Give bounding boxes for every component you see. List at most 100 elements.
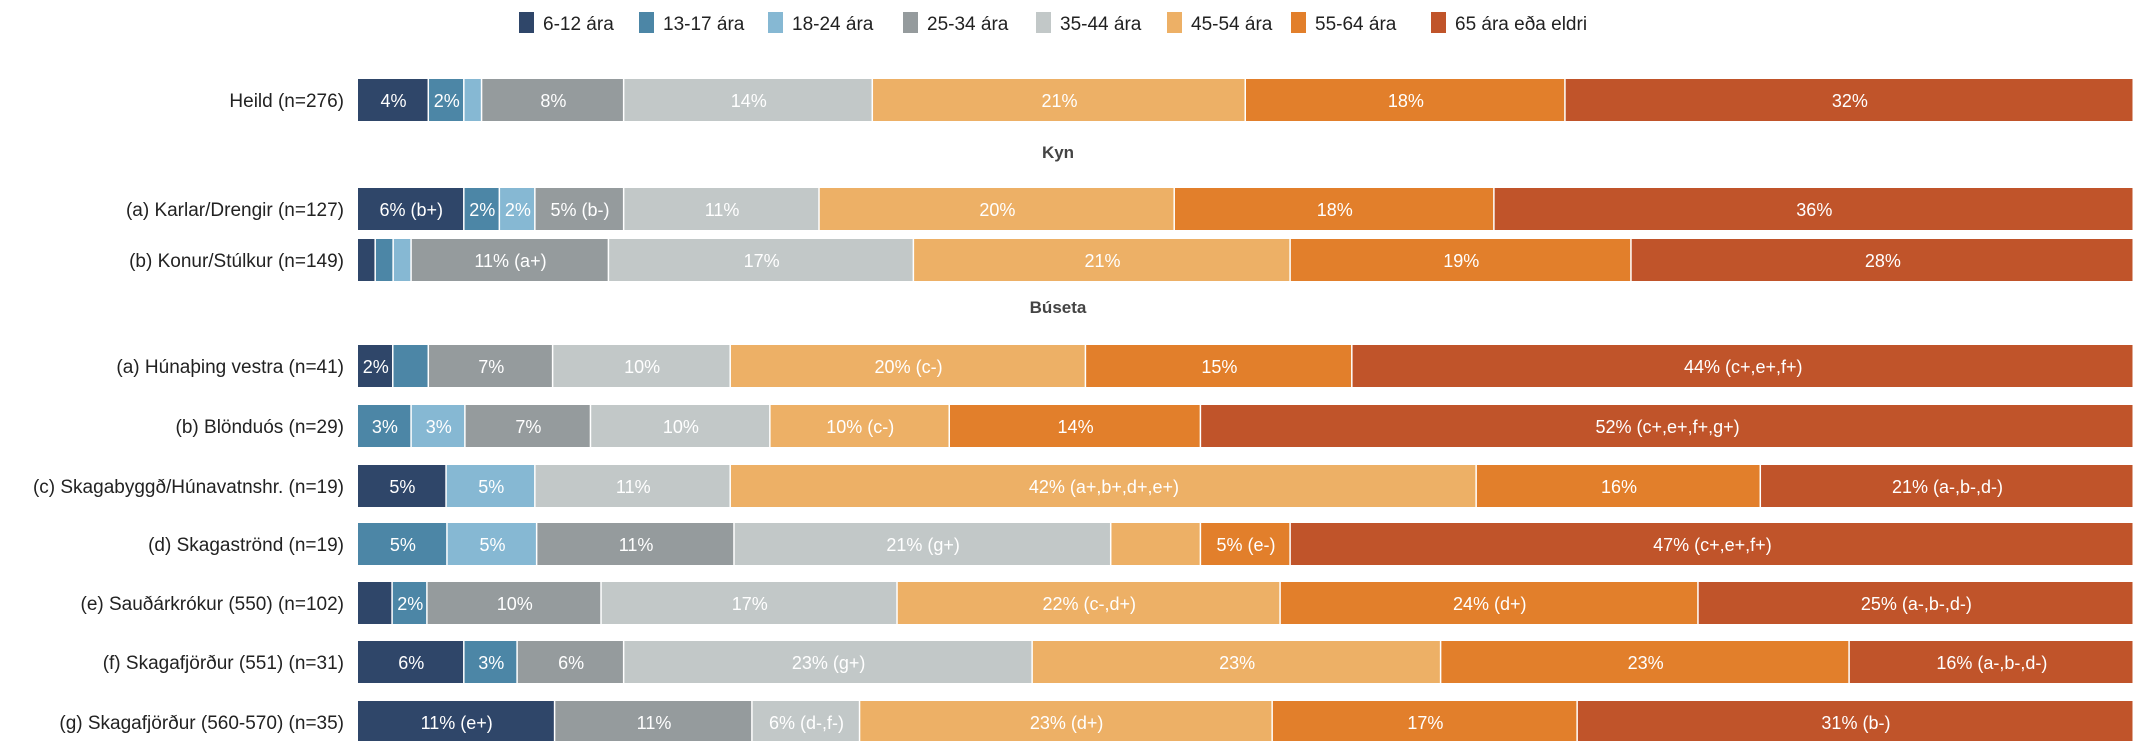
bar-segment xyxy=(1272,701,1577,741)
bar-row: (e) Sauðárkrókur (550) (n=102) 2% 10% 17% 22… xyxy=(81,582,2133,624)
row-label: Heild (n=276) xyxy=(229,91,344,112)
data-label: 17% xyxy=(732,594,768,614)
bar-segment xyxy=(1441,641,1849,683)
data-label: 10% xyxy=(663,417,699,437)
legend-swatch xyxy=(1167,12,1182,33)
data-label: 2% xyxy=(469,200,495,220)
data-label: 16% (a-,b-,d-) xyxy=(1936,653,2047,673)
data-label: 52% (c+,e+,f+,g+) xyxy=(1596,417,1740,437)
bar-segment xyxy=(860,701,1272,741)
bar-segment xyxy=(1476,465,1760,507)
bar-segment xyxy=(553,345,730,387)
data-label: 20% (c-) xyxy=(875,357,943,377)
row-label: (c) Skagabyggð/Húnavatnshr. (n=19) xyxy=(33,477,344,498)
bar-segment xyxy=(411,239,608,281)
data-label: 6% (b+) xyxy=(380,200,444,220)
data-label: 7% xyxy=(478,357,504,377)
data-label: 21% xyxy=(1042,91,1078,111)
bar-segment xyxy=(447,523,536,565)
legend-swatch xyxy=(1036,12,1051,33)
bar-segment xyxy=(1494,188,2133,230)
data-label: 36% xyxy=(1796,200,1832,220)
bar-segment xyxy=(464,641,517,683)
bar-segment xyxy=(535,465,730,507)
bar-segment xyxy=(358,345,393,387)
row-label: (f) Skagafjörður (551) (n=31) xyxy=(103,653,344,674)
bar-segment xyxy=(500,188,535,230)
bar-segment xyxy=(730,345,1085,387)
data-label: 23% (d+) xyxy=(1030,713,1104,733)
data-label: 2% xyxy=(434,91,460,111)
data-label: 11% (e+) xyxy=(421,713,493,733)
bar-segment xyxy=(537,523,734,565)
data-label: 44% (c+,e+,f+) xyxy=(1684,357,1803,377)
bar-segment xyxy=(624,641,1032,683)
row-label: (b) Blönduós (n=29) xyxy=(176,417,344,438)
bar-segment xyxy=(624,79,872,121)
bar-segment xyxy=(819,188,1174,230)
bar-segment xyxy=(392,582,427,624)
bar-segment xyxy=(358,701,554,741)
row-label: (e) Sauðárkrókur (550) (n=102) xyxy=(81,594,345,615)
bar-segment xyxy=(427,582,601,624)
data-label: 8% xyxy=(540,91,566,111)
legend-item: 25-34 ára xyxy=(903,12,1009,35)
legend-swatch xyxy=(903,12,918,33)
data-label: 2% xyxy=(505,200,531,220)
legend: 6-12 ára 13-17 ára 18-24 ára 25-34 ára 35-44… xyxy=(519,12,1587,35)
bar-segment xyxy=(1201,405,2133,447)
data-label: 10% xyxy=(624,357,660,377)
bar-segment xyxy=(464,79,481,121)
data-label: 17% xyxy=(1407,713,1443,733)
legend-item: 13-17 ára xyxy=(639,12,745,35)
bar-row: (c) Skagabyggð/Húnavatnshr. (n=19) 5% 5% 11… xyxy=(33,465,2133,507)
legend-label: 35-44 ára xyxy=(1060,14,1142,35)
bar-segment xyxy=(358,405,411,447)
bar-segment xyxy=(734,523,1110,565)
data-label: 2% xyxy=(363,357,389,377)
data-label: 28% xyxy=(1865,251,1901,271)
data-label: 31% (b-) xyxy=(1821,713,1890,733)
legend-swatch xyxy=(1291,12,1306,33)
legend-swatch xyxy=(1431,12,1446,33)
section-label: Kyn xyxy=(1042,143,1074,162)
data-label: 21% (a-,b-,d-) xyxy=(1892,477,2003,497)
bar-row: (b) Blönduós (n=29) 3% 3% 7% 10% 10% (c-) 14% 5… xyxy=(176,405,2133,447)
data-label: 5% xyxy=(478,477,504,497)
legend-label: 65 ára eða eldri xyxy=(1455,14,1587,35)
data-label: 6% xyxy=(398,653,424,673)
data-label: 25% (a-,b-,d-) xyxy=(1861,594,1972,614)
bar-row: (d) Skagaströnd (n=19) 5% 5% 11% 21% (g+) 5% … xyxy=(148,523,2133,565)
data-label: 5% xyxy=(389,477,415,497)
bar-segment xyxy=(897,582,1280,624)
data-label: 16% xyxy=(1601,477,1637,497)
data-label: 18% xyxy=(1317,200,1353,220)
bar-segment xyxy=(730,465,1476,507)
data-label: 19% xyxy=(1443,251,1479,271)
data-label: 21% (g+) xyxy=(886,535,960,555)
bar-segment xyxy=(1201,523,1290,565)
data-label: 6% xyxy=(558,653,584,673)
bar-segment xyxy=(1352,345,2133,387)
data-label: 5% (b-) xyxy=(550,200,609,220)
data-label: 14% xyxy=(731,91,767,111)
legend-swatch xyxy=(768,12,783,33)
data-label: 11% (a+) xyxy=(474,251,546,271)
bar-segment xyxy=(482,79,623,121)
bar-segment xyxy=(429,79,464,121)
data-label: 22% (c-,d+) xyxy=(1043,594,1137,614)
bar-segment xyxy=(358,641,464,683)
bar-segment xyxy=(1577,701,2133,741)
bar-segment xyxy=(375,239,393,281)
data-label: 11% xyxy=(616,477,651,497)
data-label: 21% xyxy=(1084,251,1120,271)
data-label: 24% (d+) xyxy=(1453,594,1527,614)
row-label: (d) Skagaströnd (n=19) xyxy=(148,535,344,556)
bar-segment xyxy=(555,701,752,741)
data-label: 10% (c-) xyxy=(826,417,894,437)
data-label: 17% xyxy=(744,251,780,271)
data-label: 3% xyxy=(372,417,398,437)
legend-label: 13-17 ára xyxy=(663,14,745,35)
bar-segment xyxy=(393,239,411,281)
